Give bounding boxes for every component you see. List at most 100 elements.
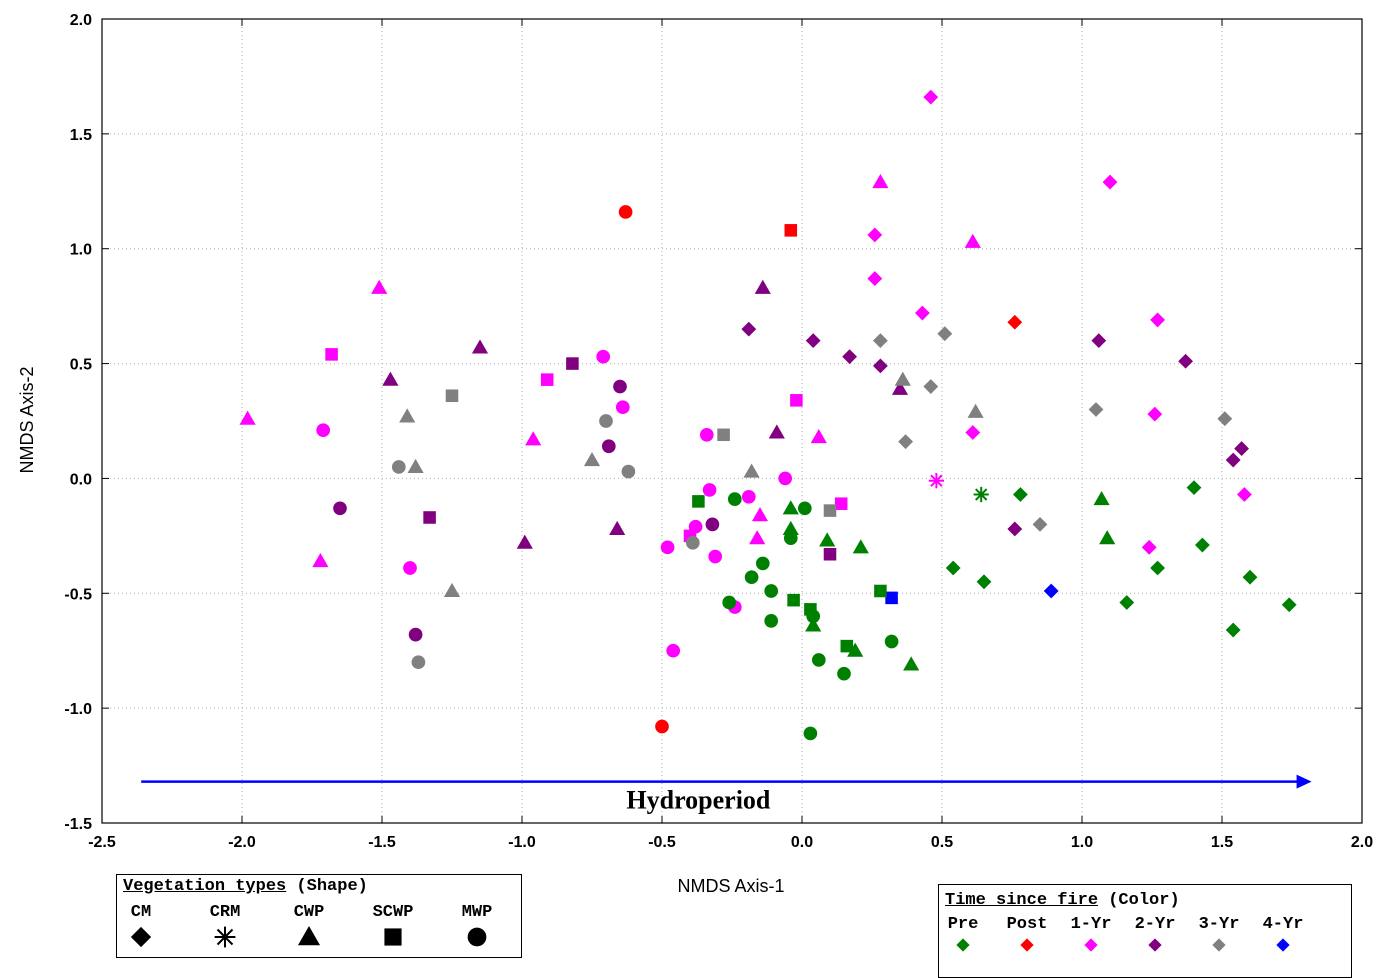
axes: -2.5 -2.0 -1.5 -1.0 -0.5 0.0 0.5 1.0 1.5 2.0 2.0 1.…	[64, 12, 1373, 851]
data-point	[601, 439, 616, 454]
data-point	[403, 561, 417, 575]
y-tick-label: 0.5	[70, 357, 92, 374]
legend-label: SCWP	[372, 903, 414, 922]
data-point	[764, 584, 779, 598]
data-point	[371, 279, 388, 294]
data-point	[872, 174, 889, 189]
data-point	[741, 321, 757, 337]
data-point	[937, 326, 953, 342]
data-point	[778, 471, 793, 486]
data-point	[1217, 411, 1233, 427]
data-point	[1099, 530, 1116, 545]
legend-item-1-yr: 1-Yr	[1063, 915, 1119, 962]
data-point	[867, 227, 883, 243]
data-point	[685, 535, 700, 550]
data-point	[903, 656, 920, 671]
data-point	[666, 643, 681, 658]
legend-label: Pre	[947, 915, 979, 934]
data-point	[847, 642, 864, 657]
data-point	[803, 726, 818, 741]
data-point	[325, 348, 338, 361]
data-point	[810, 429, 827, 444]
legend-symbol-circle-icon	[467, 927, 487, 947]
legend-symbol-diamond-icon	[1020, 938, 1034, 952]
data-point	[741, 489, 756, 504]
legend-marker	[1148, 938, 1162, 952]
data-point	[964, 233, 981, 248]
legend-symbol-triangle-icon	[297, 925, 321, 946]
data-point	[852, 539, 869, 554]
data-point	[891, 380, 909, 395]
legend-symbol-diamond-icon	[956, 938, 970, 952]
legend-label: MWP	[461, 903, 493, 922]
data-point	[1236, 487, 1252, 502]
legend-label: CWP	[293, 903, 325, 922]
data-point	[540, 373, 554, 386]
legend-marker	[1212, 938, 1226, 952]
data-point	[692, 495, 705, 508]
data-point	[805, 617, 822, 632]
y-axis-title: NMDS Axis-2	[17, 366, 37, 473]
data-point	[894, 371, 911, 386]
data-point	[1088, 402, 1104, 417]
legend-label: 1-Yr	[1070, 915, 1112, 934]
data-point	[967, 403, 984, 418]
data-point	[411, 655, 426, 670]
legend-symbol-diamond-icon	[130, 926, 152, 948]
data-point	[965, 425, 981, 440]
data-point	[660, 540, 675, 555]
data-point	[316, 423, 331, 438]
x-tick-label: 0.0	[791, 834, 813, 851]
data-point	[722, 595, 737, 610]
legend-marker	[297, 925, 321, 946]
data-point	[596, 349, 611, 364]
data-point	[407, 458, 424, 473]
data-point	[923, 379, 939, 394]
data-point	[443, 582, 461, 598]
x-axis-title: NMDS Axis-1	[677, 876, 784, 896]
legend-symbol-diamond-icon	[1084, 938, 1098, 952]
data-point	[583, 451, 601, 467]
data-point	[1242, 569, 1258, 585]
data-point	[688, 519, 703, 534]
legend-item-scwp: SCWP	[365, 903, 421, 950]
data-point	[702, 483, 717, 497]
data-point	[566, 357, 579, 370]
x-tick-label: -1.5	[368, 834, 396, 851]
data-point	[928, 473, 944, 489]
data-point	[885, 591, 898, 605]
data-point	[872, 333, 888, 349]
data-point	[790, 394, 803, 407]
legend-marker	[956, 938, 970, 952]
data-point	[872, 358, 888, 374]
data-point	[1150, 312, 1166, 328]
data-point	[727, 492, 742, 506]
y-tick-label: -0.5	[64, 586, 92, 603]
legend-item-cwp: CWP	[281, 903, 337, 950]
x-tick-label: -2.0	[228, 834, 256, 851]
x-tick-label: -2.5	[88, 834, 116, 851]
hydroperiod-label: Hydroperiod	[626, 786, 771, 815]
y-tick-label: -1.0	[64, 701, 92, 718]
x-tick-label: 1.5	[1211, 834, 1233, 851]
legend-symbol-diamond-icon	[1148, 938, 1162, 952]
data-point	[1119, 595, 1135, 610]
data-point	[923, 89, 939, 105]
data-point	[787, 593, 800, 607]
data-point	[516, 534, 533, 549]
legend-label: 3-Yr	[1198, 915, 1240, 934]
data-point	[768, 424, 785, 439]
data-point	[1032, 516, 1048, 532]
legend-marker	[1020, 938, 1034, 952]
data-point	[655, 719, 669, 734]
data-point	[914, 305, 930, 321]
data-point	[1225, 452, 1241, 468]
data-point	[743, 463, 760, 478]
legend-item-4-yr: 4-Yr	[1255, 915, 1311, 962]
data-point	[613, 379, 627, 394]
x-tick-label: -0.5	[648, 834, 676, 851]
data-point	[874, 584, 887, 598]
data-point	[239, 410, 256, 425]
y-tick-label: 2.0	[70, 12, 92, 29]
